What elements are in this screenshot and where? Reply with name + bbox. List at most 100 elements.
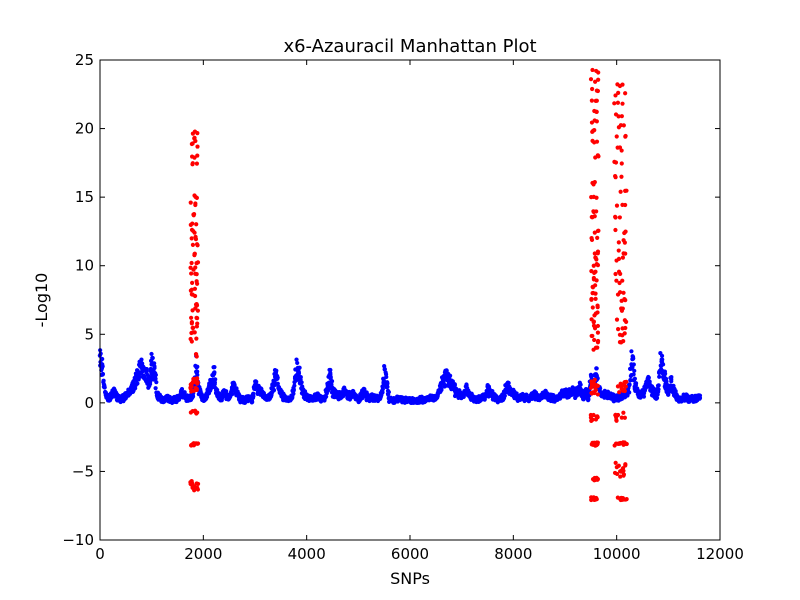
red-data-point [194,324,200,329]
red-data-point [620,255,626,260]
red-data-point [620,326,625,331]
red-data-point [615,384,621,389]
blue-data-point [224,389,229,394]
blue-data-point [656,387,661,392]
red-data-point [620,306,625,311]
red-data-point [595,330,601,335]
blue-data-point [385,384,390,390]
red-data-point [619,114,624,119]
red-data-point [592,377,597,382]
blue-data-point [586,396,591,401]
blue-data-point [656,383,661,388]
red-data-point [619,148,624,153]
blue-data-point [439,386,444,391]
red-data-point [620,333,625,338]
blue-data-point [133,386,138,391]
red-data-point [618,271,623,276]
blue-data-point [149,351,154,357]
blue-data-point [152,365,157,371]
blue-data-point [251,391,256,396]
red-data-point [595,392,600,397]
red-data-point [618,474,623,479]
blue-data-point [452,383,457,388]
red-data-point [591,319,596,325]
red-data-point [620,278,625,283]
red-data-point [620,388,626,393]
blue-data-point [506,380,511,386]
blue-data-point [669,379,674,384]
blue-data-point [633,381,639,386]
red-data-point [189,227,195,232]
blue-data-point [384,374,389,380]
y-tick-label: −5 [72,462,94,480]
red-data-point [617,390,622,395]
red-data-point [614,203,620,208]
x-axis-label: SNPs [390,569,430,588]
blue-data-point [659,353,665,358]
red-data-point [590,333,595,339]
red-data-point [624,319,629,324]
red-data-point [616,90,621,95]
red-data-point [595,338,601,344]
red-data-point [593,291,598,296]
blue-data-point [100,356,105,362]
red-data-point [618,189,623,194]
x-tick-label: 0 [95,545,105,563]
blue-data-point [212,365,217,370]
blue-data-point [329,379,335,384]
blue-data-point [631,372,636,377]
red-data-point [612,443,617,448]
blue-data-point [291,387,296,392]
red-data-point [188,443,194,448]
red-data-point [190,325,195,331]
red-data-point [193,271,198,276]
blue-data-point [385,381,390,386]
y-axis-label: -Log10 [32,273,51,328]
red-data-point [614,418,619,423]
blue-data-point [254,379,259,385]
red-data-point [192,135,197,140]
blue-data-point [627,390,632,395]
red-data-point [191,380,197,385]
red-data-point [590,67,595,73]
red-data-point [188,336,193,342]
red-data-point [614,278,619,283]
red-data-point [189,320,194,325]
blue-data-point [289,395,295,400]
red-data-point [596,154,601,159]
blue-data-point [328,367,333,373]
red-data-point [192,488,197,493]
blue-data-point [629,349,634,354]
red-data-point [615,82,620,87]
y-tick-label: 25 [75,51,94,69]
blue-data-point [292,383,297,388]
blue-data-point [654,395,660,401]
red-data-point [590,305,595,310]
red-data-point [195,486,200,491]
blue-data-point [295,360,300,366]
blue-data-point [153,386,158,391]
red-data-point [193,138,198,144]
x-tick-label: 10000 [593,545,641,563]
blue-data-point [195,369,200,374]
y-tick-label: −10 [62,531,94,549]
blue-data-point [100,364,105,369]
red-data-point [594,278,599,283]
red-data-point [588,412,593,418]
blue-data-point [302,389,308,394]
red-data-point [623,251,628,256]
red-data-point [593,441,598,447]
red-data-point [193,201,198,206]
red-data-point [589,390,594,396]
red-data-point [193,237,199,242]
red-data-point [613,175,618,180]
red-data-point [592,337,597,343]
y-tick-label: 15 [75,188,94,206]
red-data-point [619,495,624,501]
blue-data-point [190,394,196,399]
blue-data-point [386,389,391,395]
red-data-point [622,415,628,420]
red-data-point [619,161,624,166]
y-tick-label: 5 [84,325,94,343]
